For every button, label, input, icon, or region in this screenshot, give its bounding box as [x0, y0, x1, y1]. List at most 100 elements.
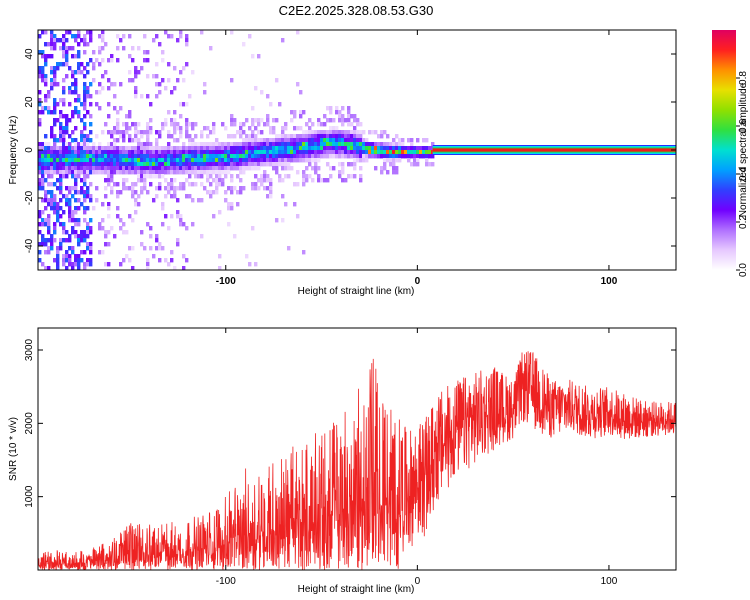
- spectrogram-cell: [398, 154, 402, 159]
- spectrogram-cell: [221, 166, 225, 171]
- spectrogram-cell: [164, 158, 168, 163]
- spectrogram-cell: [158, 158, 162, 163]
- spectrogram-cell: [314, 146, 318, 151]
- spectrogram-cell: [77, 198, 81, 203]
- spectrogram-cell: [44, 30, 48, 35]
- spectrogram-cell: [68, 158, 72, 163]
- spectrogram-cell: [263, 162, 267, 167]
- spectrogram-cell: [275, 134, 279, 139]
- spectrogram-cell: [170, 146, 174, 151]
- spectrogram-cell: [173, 146, 177, 151]
- spectrogram-cell: [56, 38, 60, 43]
- spectrogram-cell: [101, 30, 105, 35]
- spectrogram-cell: [41, 170, 45, 175]
- spectrogram-cell: [239, 134, 243, 139]
- spectrogram-cell: [212, 158, 216, 163]
- spectrogram-cell: [332, 118, 336, 123]
- spectrogram-cell: [83, 218, 87, 223]
- spectrogram-cell: [110, 170, 114, 175]
- spectrogram-cell: [107, 114, 111, 119]
- spectrogram-cell: [77, 114, 81, 119]
- spectrogram-cell: [158, 90, 162, 95]
- spectrogram-cell: [197, 174, 201, 179]
- spectrogram-cell: [170, 186, 174, 191]
- spectrogram-cell: [167, 162, 171, 167]
- spectrogram-cell: [185, 118, 189, 123]
- spectrogram-cell: [302, 110, 306, 115]
- spectrogram-cell: [251, 166, 255, 171]
- spectrogram-cell: [74, 174, 78, 179]
- spectrogram-cell: [422, 146, 426, 151]
- spectrogram-cell: [83, 238, 87, 243]
- spectrogram-cell: [332, 134, 336, 139]
- spectrogram-cell: [179, 162, 183, 167]
- spectrogram-cell: [68, 66, 72, 71]
- spectrogram-cell: [155, 62, 159, 67]
- spectrogram-cell: [47, 166, 51, 171]
- spectrogram-cell: [128, 170, 132, 175]
- spectrogram-cell: [383, 150, 387, 155]
- spectrogram-cell: [53, 194, 57, 199]
- spectrogram-cell: [218, 170, 222, 175]
- spectrogram-cell: [269, 126, 273, 131]
- spectrogram-cell: [131, 138, 135, 143]
- spectrogram-cell: [59, 62, 63, 67]
- spectrogram-cell: [269, 102, 273, 107]
- spectrogram-cell: [50, 150, 54, 155]
- spectrogram-cell: [101, 162, 105, 167]
- spectrogram-cell: [359, 158, 363, 163]
- spectrogram-cell: [77, 162, 81, 167]
- spectrogram-cell: [230, 122, 234, 127]
- spectrogram-cell: [200, 234, 204, 239]
- spectrogram-cell: [374, 154, 378, 159]
- spectrogram-cell: [158, 150, 162, 155]
- spectrogram-cell: [47, 94, 51, 99]
- spectrogram-cell: [86, 94, 90, 99]
- spectrogram-cell: [341, 170, 345, 175]
- spectrogram-cell: [365, 158, 369, 163]
- spectrogram-cell: [215, 182, 219, 187]
- spectrogram-cell: [44, 170, 48, 175]
- spectrogram-cell: [77, 30, 81, 35]
- spectrogram-cell: [161, 162, 165, 167]
- spectrogram-cell: [62, 46, 66, 51]
- spectrogram-cell: [53, 70, 57, 75]
- spectrogram-cell: [101, 130, 105, 135]
- spectrogram-cell: [344, 154, 348, 159]
- spectrogram-cell: [83, 230, 87, 235]
- spectrogram-cell: [164, 214, 168, 219]
- spectrogram-cell: [140, 146, 144, 151]
- spectrogram-cell: [62, 254, 66, 259]
- spectrogram-cell: [116, 166, 120, 171]
- spectrogram-cell: [239, 122, 243, 127]
- spectrogram-cell: [131, 46, 135, 51]
- spectrogram-cell: [224, 190, 228, 195]
- spectrogram-cell: [68, 154, 72, 159]
- spectrogram-cell: [68, 262, 72, 267]
- spectrogram-cell: [74, 170, 78, 175]
- spectrogram-cell: [179, 166, 183, 171]
- spectrogram-cell: [86, 138, 90, 143]
- spectrogram-cell: [245, 158, 249, 163]
- spectrogram-cell: [128, 70, 132, 75]
- spectrogram-cell: [56, 154, 60, 159]
- spectrogram-cell: [365, 146, 369, 151]
- spectrogram-cell: [275, 146, 279, 151]
- spectrogram-cell: [98, 158, 102, 163]
- spectrogram-cell: [38, 70, 42, 75]
- spectrogram-cell: [59, 178, 63, 183]
- spectrogram-cell: [59, 222, 63, 227]
- spectrogram-cell: [116, 46, 120, 51]
- spectrogram-cell: [248, 134, 252, 139]
- spectrogram-cell: [188, 150, 192, 155]
- spectrogram-cell: [215, 170, 219, 175]
- spectrogram-cell: [302, 174, 306, 179]
- spectrogram-cell: [314, 154, 318, 159]
- spectrogram-cell: [128, 146, 132, 151]
- spectrogram-cell: [251, 106, 255, 111]
- spectrogram-cell: [89, 246, 93, 251]
- spectrogram-cell: [374, 146, 378, 151]
- spectrogram-cell: [338, 154, 342, 159]
- spectrogram-cell: [59, 38, 63, 43]
- spectrogram-cell: [134, 162, 138, 167]
